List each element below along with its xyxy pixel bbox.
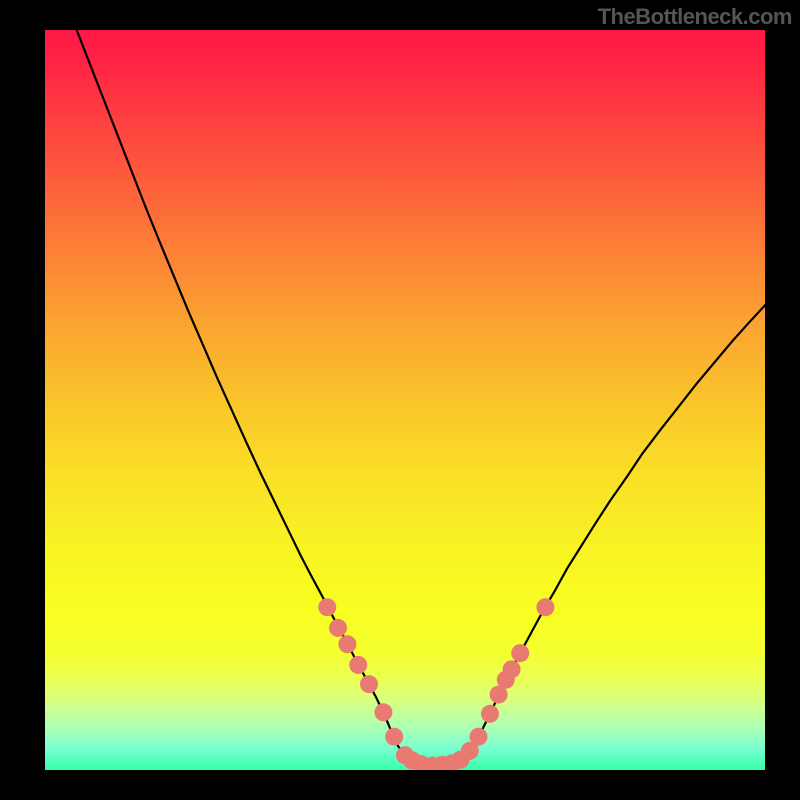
data-marker bbox=[318, 598, 336, 616]
data-marker bbox=[385, 728, 403, 746]
data-marker bbox=[329, 619, 347, 637]
data-marker bbox=[338, 635, 356, 653]
watermark-text: TheBottleneck.com bbox=[598, 4, 792, 30]
chart-svg bbox=[45, 30, 765, 770]
data-marker bbox=[481, 705, 499, 723]
data-marker bbox=[374, 703, 392, 721]
chart-container: { "watermark": { "text": "TheBottleneck.… bbox=[0, 0, 800, 800]
data-marker bbox=[503, 660, 521, 678]
data-marker bbox=[536, 598, 554, 616]
data-marker bbox=[360, 675, 378, 693]
plot-area bbox=[45, 30, 765, 770]
data-marker bbox=[349, 656, 367, 674]
data-marker bbox=[511, 644, 529, 662]
data-marker bbox=[469, 728, 487, 746]
gradient-background bbox=[45, 30, 765, 770]
